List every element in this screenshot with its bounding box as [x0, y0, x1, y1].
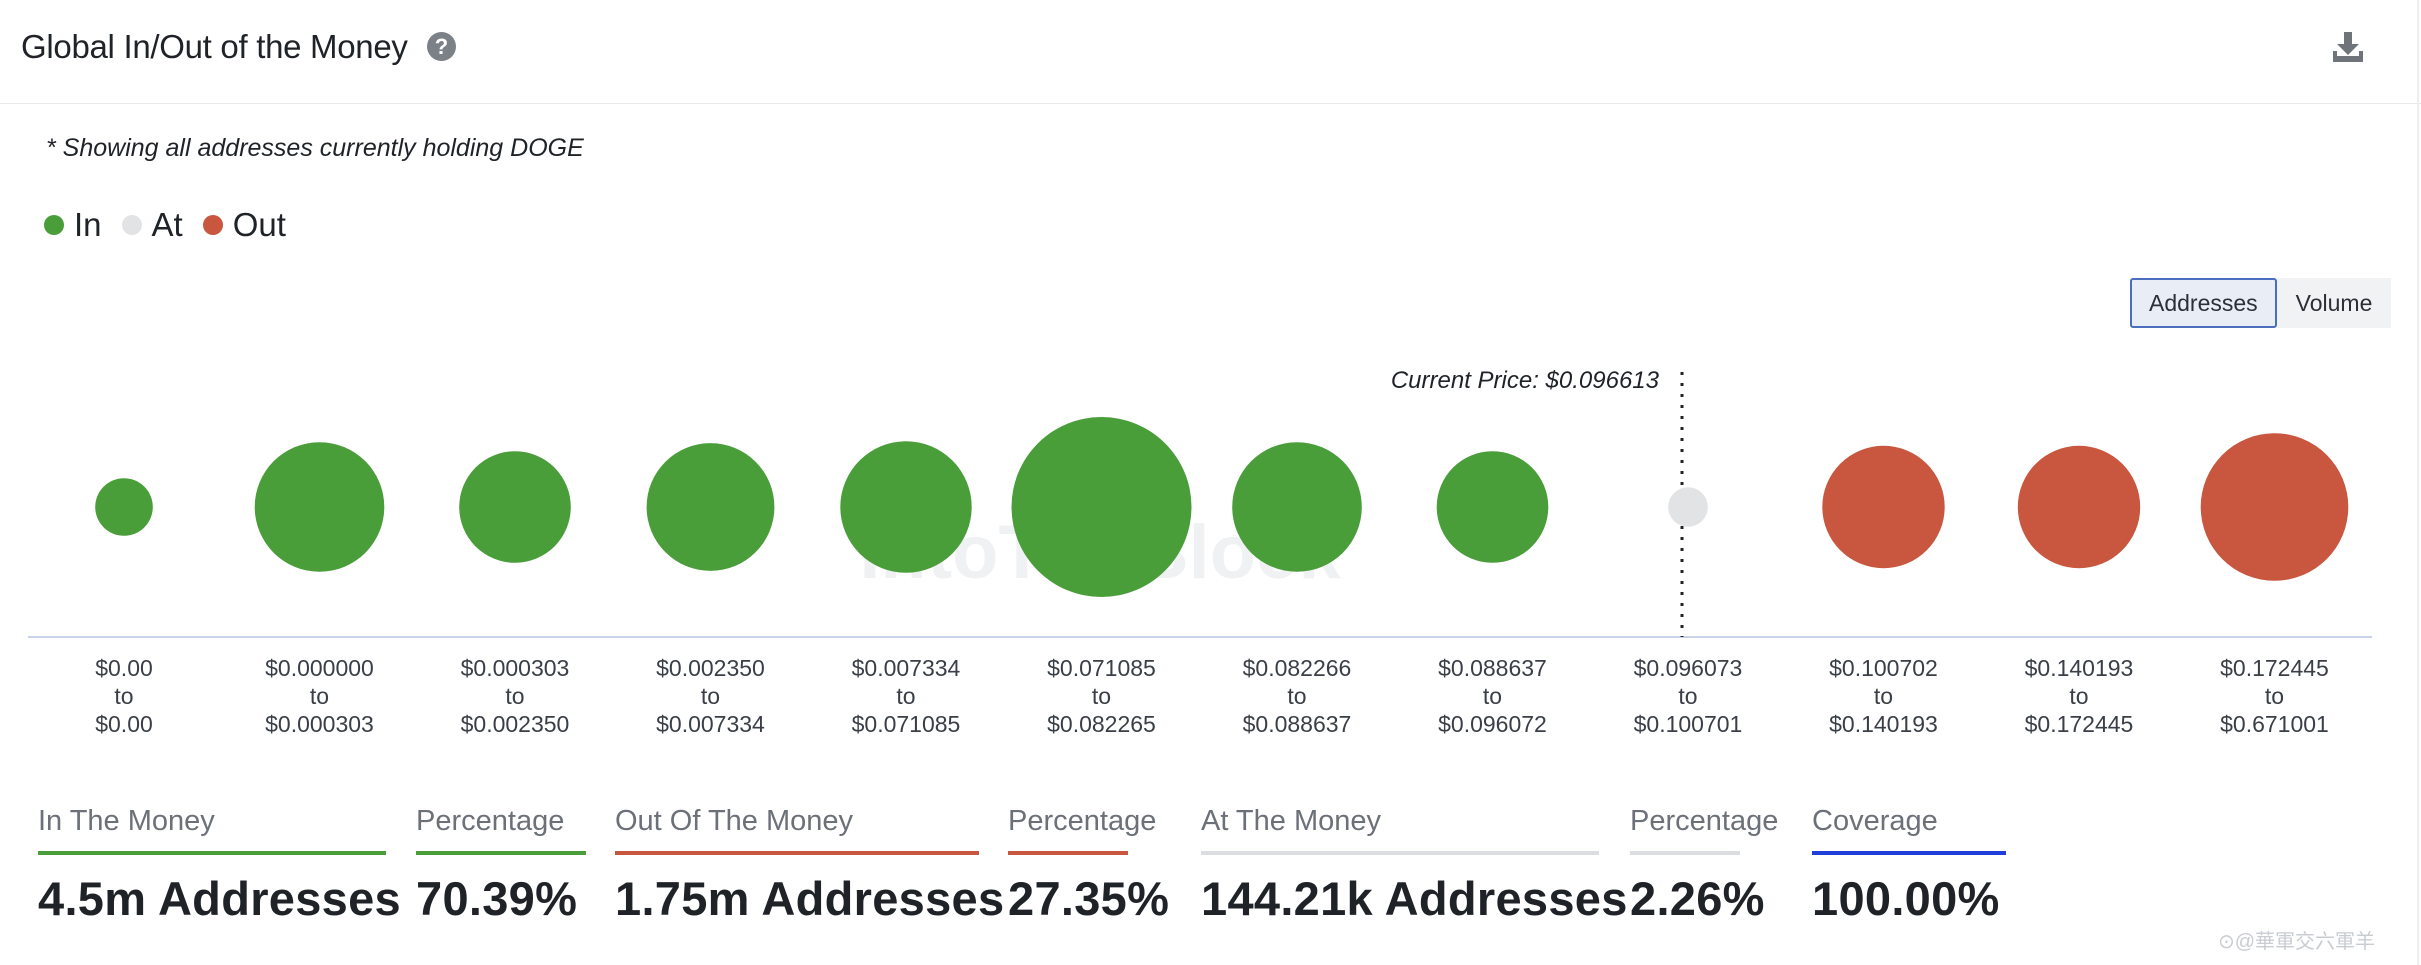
- stat-value: 100.00%: [1812, 872, 2000, 925]
- x-tick-label-3-line-3: $0.002350: [461, 711, 570, 737]
- x-tick-label-10-line-2: to: [1874, 683, 1893, 709]
- stat-value: 70.39%: [416, 872, 578, 925]
- x-tick-label-1-line-2: to: [114, 683, 133, 709]
- x-tick-label-6-line-1: $0.071085: [1047, 655, 1156, 681]
- x-tick-label-9-line-3: $0.100701: [1634, 711, 1743, 737]
- metric-toggle: Addresses Volume: [2130, 278, 2392, 328]
- bubble-9[interactable]: [1668, 487, 1708, 527]
- bubble-12[interactable]: [2200, 433, 2349, 581]
- bubble-4[interactable]: [646, 443, 775, 571]
- volume-toggle-button[interactable]: Volume: [2276, 278, 2392, 328]
- x-tick-label-3-line-1: $0.000303: [461, 655, 570, 681]
- holdings-note: * Showing all addresses currently holdin…: [46, 134, 584, 162]
- x-tick-label-8-line-1: $0.088637: [1438, 655, 1547, 681]
- stat-label: Percentage: [1008, 805, 1157, 837]
- stat-value: 27.35%: [1008, 872, 1170, 925]
- stat-underline: [1812, 851, 2006, 855]
- legend-label-out: Out: [232, 206, 286, 243]
- stat-in-the-money-0: In The Money 4.5m Addresses: [38, 800, 401, 926]
- x-tick-label-8-line-2: to: [1483, 683, 1502, 709]
- x-tick-label-7-line-2: to: [1287, 683, 1306, 709]
- x-tick-label-5-line-2: to: [896, 683, 915, 709]
- x-tick-label-10-line-1: $0.100702: [1829, 655, 1938, 681]
- x-tick-label-4-line-3: $0.007334: [656, 711, 765, 737]
- card-right-border: [2417, 0, 2419, 965]
- legend-item-at[interactable]: At: [121, 206, 183, 244]
- legend-item-out[interactable]: Out: [202, 206, 286, 244]
- page-title: Global In/Out of the Money: [21, 28, 408, 65]
- stat-out-of-the-money-2: Out Of The Money 1.75m Addresses: [615, 800, 1004, 926]
- stat-percentage-3: Percentage 27.35%: [1008, 800, 1169, 926]
- x-tick-label-6-line-2: to: [1092, 683, 1111, 709]
- x-tick-label-4-line-2: to: [701, 683, 720, 709]
- stat-percentage-1: Percentage 70.39%: [416, 800, 586, 926]
- bubble-10[interactable]: [1822, 445, 1945, 569]
- x-tick-label-9-line-1: $0.096073: [1634, 655, 1743, 681]
- card-header: Global In/Out of the Money ?: [0, 0, 2421, 104]
- stat-value: 4.5m Addresses: [38, 872, 401, 925]
- legend-dot-out: [202, 215, 223, 235]
- bubble-11[interactable]: [2017, 445, 2141, 569]
- x-tick-label-3-line-2: to: [505, 683, 524, 709]
- stat-label: Percentage: [1630, 805, 1779, 837]
- x-tick-label-11-line-2: to: [2069, 683, 2088, 709]
- bubble-5[interactable]: [840, 441, 972, 573]
- stat-value: 144.21k Addresses: [1201, 872, 1628, 925]
- legend-dot-in: [44, 215, 64, 235]
- stat-underline: [1201, 851, 1599, 855]
- stat-label: In The Money: [38, 805, 215, 837]
- question-circle-icon[interactable]: ?: [427, 32, 456, 61]
- stat-label: Percentage: [416, 805, 565, 837]
- x-tick-label-2-line-3: $0.000303: [265, 711, 374, 737]
- x-tick-label-12-line-2: to: [2265, 683, 2284, 709]
- current-price-label: Current Price: $0.096613: [1391, 367, 1660, 394]
- bubble-7[interactable]: [1232, 442, 1362, 572]
- legend-label-at: At: [151, 206, 183, 243]
- x-tick-label-11-line-1: $0.140193: [2025, 655, 2134, 681]
- stat-value: 1.75m Addresses: [615, 872, 1005, 925]
- legend-dot-at: [121, 215, 142, 235]
- x-tick-label-5-line-1: $0.007334: [852, 655, 961, 681]
- chart-legend: In At Out: [44, 206, 306, 244]
- bubble-8[interactable]: [1436, 451, 1549, 563]
- stat-value: 2.26%: [1630, 872, 1765, 925]
- bubble-3[interactable]: [459, 451, 571, 563]
- bubble-6[interactable]: [1011, 417, 1192, 597]
- stat-underline: [615, 851, 979, 855]
- bubble-chart: IntoTheBlockCurrent Price: $0.096613$0.0…: [28, 367, 2372, 737]
- stat-underline: [1630, 851, 1740, 855]
- x-tick-label-7-line-1: $0.082266: [1243, 655, 1352, 681]
- addresses-toggle-button[interactable]: Addresses: [2130, 278, 2277, 328]
- bubble-1[interactable]: [95, 478, 153, 536]
- corner-watermark: ⊙@華軍交六軍羊: [2218, 931, 2376, 953]
- x-tick-label-5-line-3: $0.071085: [852, 711, 961, 737]
- stat-at-the-money-4: At The Money 144.21k Addresses: [1201, 800, 1628, 926]
- x-tick-label-7-line-3: $0.088637: [1243, 711, 1352, 737]
- bubble-2[interactable]: [254, 442, 385, 572]
- x-tick-label-9-line-2: to: [1678, 683, 1697, 709]
- stat-label: At The Money: [1201, 805, 1382, 837]
- x-tick-label-8-line-3: $0.096072: [1438, 711, 1547, 737]
- x-tick-label-12-line-1: $0.172445: [2220, 655, 2329, 681]
- stat-label: Out Of The Money: [615, 805, 854, 837]
- x-tick-label-6-line-3: $0.082265: [1047, 711, 1156, 737]
- x-tick-label-2-line-1: $0.000000: [265, 655, 374, 681]
- stat-coverage-6: Coverage 100.00%: [1812, 800, 2006, 926]
- x-tick-label-1-line-3: $0.00: [95, 711, 153, 737]
- x-tick-label-4-line-1: $0.002350: [656, 655, 765, 681]
- stat-underline: [1008, 851, 1128, 855]
- stat-label: Coverage: [1812, 805, 1938, 837]
- x-tick-label-12-line-3: $0.671001: [2220, 711, 2329, 737]
- download-icon[interactable]: [2330, 29, 2366, 65]
- legend-label-in: In: [74, 206, 102, 243]
- stat-underline: [416, 851, 586, 855]
- legend-item-in[interactable]: In: [44, 206, 102, 244]
- x-tick-label-1-line-1: $0.00: [95, 655, 153, 681]
- x-tick-label-11-line-3: $0.172445: [2025, 711, 2134, 737]
- x-tick-label-10-line-3: $0.140193: [1829, 711, 1938, 737]
- x-tick-label-2-line-2: to: [310, 683, 329, 709]
- stat-underline: [38, 851, 386, 855]
- stat-percentage-5: Percentage 2.26%: [1630, 800, 1778, 926]
